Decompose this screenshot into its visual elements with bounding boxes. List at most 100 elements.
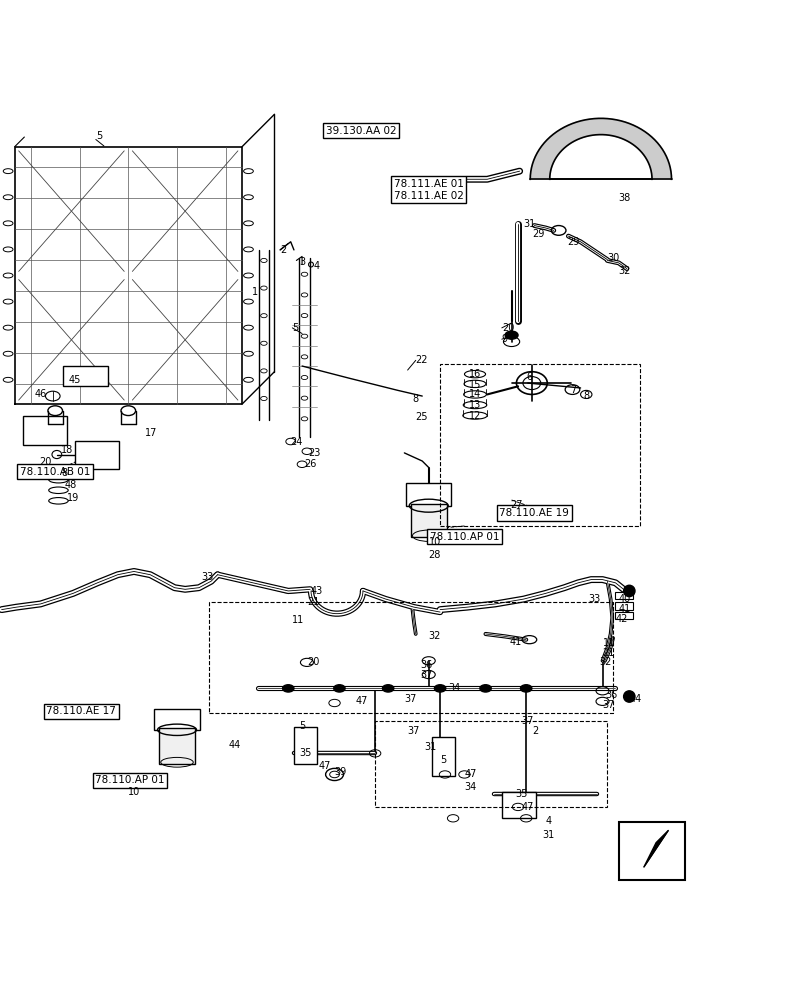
Bar [294, 727, 316, 764]
Text: 21: 21 [307, 597, 319, 607]
Bar [154, 709, 200, 730]
Text: 34: 34 [448, 683, 460, 693]
Text: 47: 47 [355, 696, 367, 706]
Text: 9: 9 [501, 334, 508, 344]
Text: 8: 8 [61, 468, 67, 478]
Text: 78.110.AP 01: 78.110.AP 01 [429, 532, 499, 542]
Text: 20: 20 [501, 323, 513, 333]
Text: 45: 45 [69, 375, 81, 385]
Text: 4: 4 [545, 816, 551, 826]
Bar [615, 612, 633, 619]
Text: 35: 35 [515, 789, 527, 799]
Text: 37: 37 [521, 716, 533, 726]
Text: 13: 13 [469, 400, 481, 410]
Bar [159, 728, 195, 764]
Polygon shape [643, 830, 667, 867]
Bar [615, 602, 633, 610]
Text: 14: 14 [469, 389, 481, 399]
Text: 36: 36 [420, 660, 432, 670]
Text: 19: 19 [67, 493, 79, 503]
Text: 2: 2 [280, 245, 286, 255]
Text: 26: 26 [304, 459, 316, 469]
Text: 78.110.AB 01: 78.110.AB 01 [20, 467, 90, 477]
Text: 37: 37 [420, 670, 432, 680]
Text: 15: 15 [469, 380, 481, 390]
Bar [501, 792, 535, 818]
Text: 41: 41 [618, 604, 630, 614]
Text: 42: 42 [615, 614, 627, 624]
Text: 47: 47 [318, 761, 330, 771]
Text: 78.110.AE 17: 78.110.AE 17 [46, 706, 116, 716]
Text: 1: 1 [251, 287, 258, 297]
Text: 32: 32 [618, 266, 630, 276]
Text: 46: 46 [34, 389, 46, 399]
Ellipse shape [382, 685, 393, 692]
Text: 5: 5 [298, 721, 305, 731]
Ellipse shape [504, 331, 517, 339]
Text: 5: 5 [96, 131, 102, 141]
Text: 10: 10 [128, 787, 140, 797]
Ellipse shape [434, 685, 445, 692]
Text: 3: 3 [298, 257, 305, 267]
Text: 37: 37 [602, 700, 614, 710]
Text: 32: 32 [599, 657, 611, 667]
Text: 4: 4 [313, 261, 320, 271]
Text: 5: 5 [440, 755, 446, 765]
Circle shape [623, 691, 634, 702]
Text: 16: 16 [469, 369, 481, 379]
Text: 48: 48 [65, 480, 77, 490]
Bar [440, 364, 639, 526]
Bar [23, 416, 67, 445]
Text: 37: 37 [407, 726, 419, 736]
Text: 11: 11 [292, 615, 304, 625]
Text: 78.110.AE 19: 78.110.AE 19 [499, 508, 569, 518]
Polygon shape [530, 118, 671, 179]
Text: 6: 6 [526, 372, 532, 382]
Text: 5: 5 [292, 323, 298, 333]
Text: 21: 21 [602, 648, 614, 658]
Text: 20: 20 [307, 657, 319, 667]
Text: 31: 31 [523, 219, 535, 229]
Text: 7: 7 [569, 385, 576, 395]
Text: 10: 10 [428, 537, 440, 547]
Text: 24: 24 [290, 437, 303, 447]
Text: 43: 43 [310, 586, 322, 596]
Circle shape [623, 585, 634, 597]
Text: 39: 39 [334, 767, 346, 777]
Text: 37: 37 [404, 694, 416, 704]
Text: 29: 29 [531, 229, 543, 239]
Text: 35: 35 [298, 748, 311, 758]
Text: 20: 20 [39, 457, 51, 467]
Ellipse shape [333, 685, 345, 692]
Text: 40: 40 [618, 594, 630, 604]
Text: 25: 25 [415, 412, 427, 422]
Text: 12: 12 [469, 411, 481, 421]
Bar [431, 737, 454, 776]
Text: 32: 32 [428, 631, 440, 641]
Text: 41: 41 [509, 637, 521, 647]
Text: 33: 33 [588, 594, 600, 604]
Ellipse shape [282, 685, 294, 692]
Text: 78.110.AP 01: 78.110.AP 01 [95, 775, 165, 785]
Bar [209, 601, 612, 713]
Text: 8: 8 [582, 391, 589, 401]
Text: 44: 44 [629, 694, 641, 704]
Text: 78.111.AE 01
78.111.AE 02: 78.111.AE 01 78.111.AE 02 [393, 179, 463, 201]
Text: 28: 28 [428, 550, 440, 560]
Text: 44: 44 [229, 740, 241, 750]
Text: 17: 17 [144, 428, 157, 438]
Text: 2: 2 [531, 726, 538, 736]
Bar [618, 822, 684, 880]
Ellipse shape [520, 685, 531, 692]
Text: 30: 30 [607, 253, 619, 263]
Bar [375, 721, 607, 807]
Text: 47: 47 [521, 802, 533, 812]
Text: 31: 31 [423, 742, 436, 752]
Text: 22: 22 [415, 355, 427, 365]
Text: 34: 34 [464, 782, 476, 792]
Bar [63, 366, 108, 386]
Text: 39.130.AA 02: 39.130.AA 02 [326, 126, 396, 136]
Text: 29: 29 [566, 237, 578, 247]
Text: 27: 27 [509, 500, 521, 510]
Bar [615, 592, 633, 599]
